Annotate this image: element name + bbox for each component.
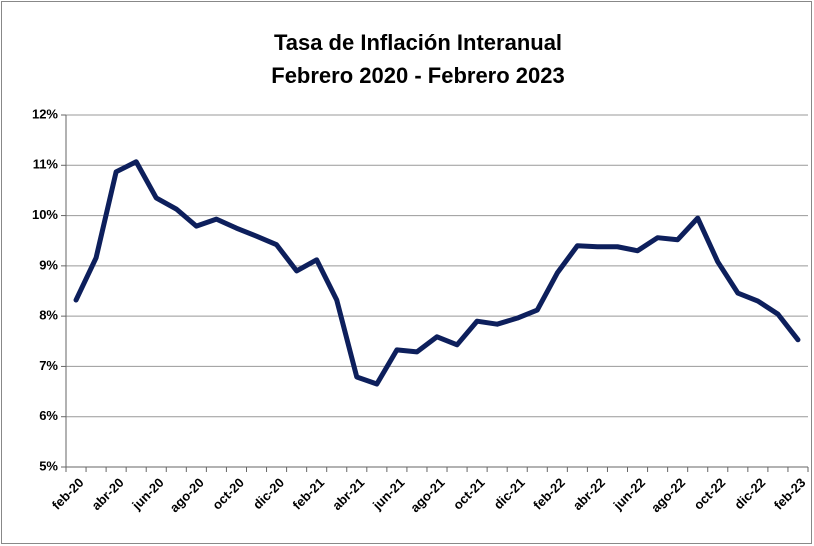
chart-subtitle: Febrero 2020 - Febrero 2023 — [271, 63, 564, 88]
y-tick-label: 11% — [33, 157, 59, 172]
y-tick-label: 9% — [39, 257, 58, 272]
y-tick-label: 6% — [39, 408, 58, 423]
y-tick-label: 8% — [39, 308, 58, 323]
y-tick-label: 12% — [32, 106, 58, 121]
chart-title: Tasa de Inflación Interanual — [274, 30, 562, 55]
y-tick-label: 7% — [39, 358, 58, 373]
y-tick-label: 10% — [32, 207, 58, 222]
y-tick-label: 5% — [39, 458, 58, 473]
data-line — [73, 159, 801, 387]
